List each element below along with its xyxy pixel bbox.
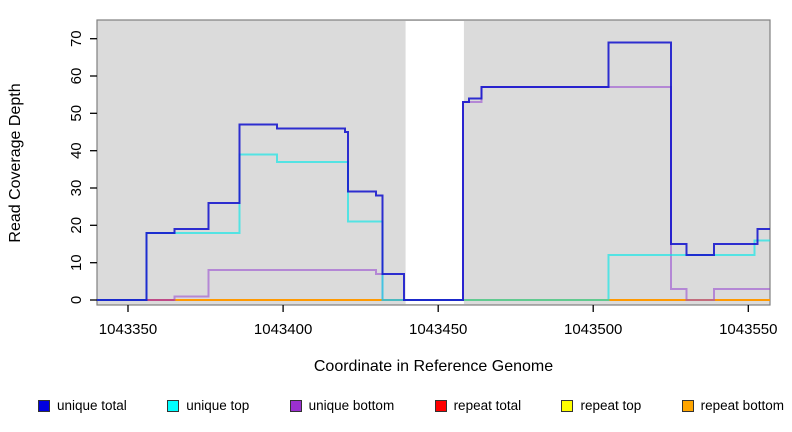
legend-swatch-icon (561, 399, 574, 412)
legend-item-repeat-bottom: repeat bottom (681, 398, 784, 413)
legend-swatch-icon (167, 399, 180, 412)
x-tick-label: 1043450 (409, 321, 467, 338)
legend-item-unique-bottom: unique bottom (289, 398, 395, 413)
legend-item-unique-top: unique top (167, 398, 249, 413)
legend-label: repeat total (453, 398, 522, 413)
y-tick-label: 30 (68, 180, 85, 197)
y-tick-label: 0 (68, 296, 85, 304)
y-tick-label: 70 (68, 30, 85, 47)
legend-item-repeat-top: repeat top (561, 398, 641, 413)
legend-label: unique total (57, 398, 127, 413)
y-tick-label: 60 (68, 68, 85, 85)
legend-label: repeat top (580, 398, 642, 413)
legend-label: unique bottom (308, 398, 395, 413)
legend-swatch-icon (434, 399, 447, 412)
legend-label: repeat bottom (700, 398, 784, 413)
legend-item-unique-total: unique total (38, 398, 127, 413)
legend-swatch-icon (289, 399, 302, 412)
x-tick-label: 1043550 (719, 321, 777, 338)
legend-item-repeat-total: repeat total (434, 398, 522, 413)
legend: unique total unique top unique bottom repea… (38, 398, 784, 413)
y-tick-label: 40 (68, 142, 85, 159)
x-tick-label: 1043500 (564, 321, 622, 338)
legend-swatch-icon (38, 399, 50, 412)
legend-swatch-icon (681, 399, 694, 412)
legend-label: unique top (186, 398, 250, 413)
x-axis-title: Coordinate in Reference Genome (313, 358, 554, 375)
panel-border (96, 19, 771, 306)
y-tick-label: 20 (68, 217, 85, 234)
y-tick-label: 50 (68, 105, 85, 122)
masked-region (405, 21, 464, 304)
y-axis-title: Read Coverage Depth (7, 83, 24, 243)
x-tick-label: 1043350 (99, 321, 157, 338)
y-tick-label: 10 (68, 254, 85, 271)
x-tick-label: 1043400 (254, 321, 312, 338)
series-line-unique-total (97, 41, 770, 301)
